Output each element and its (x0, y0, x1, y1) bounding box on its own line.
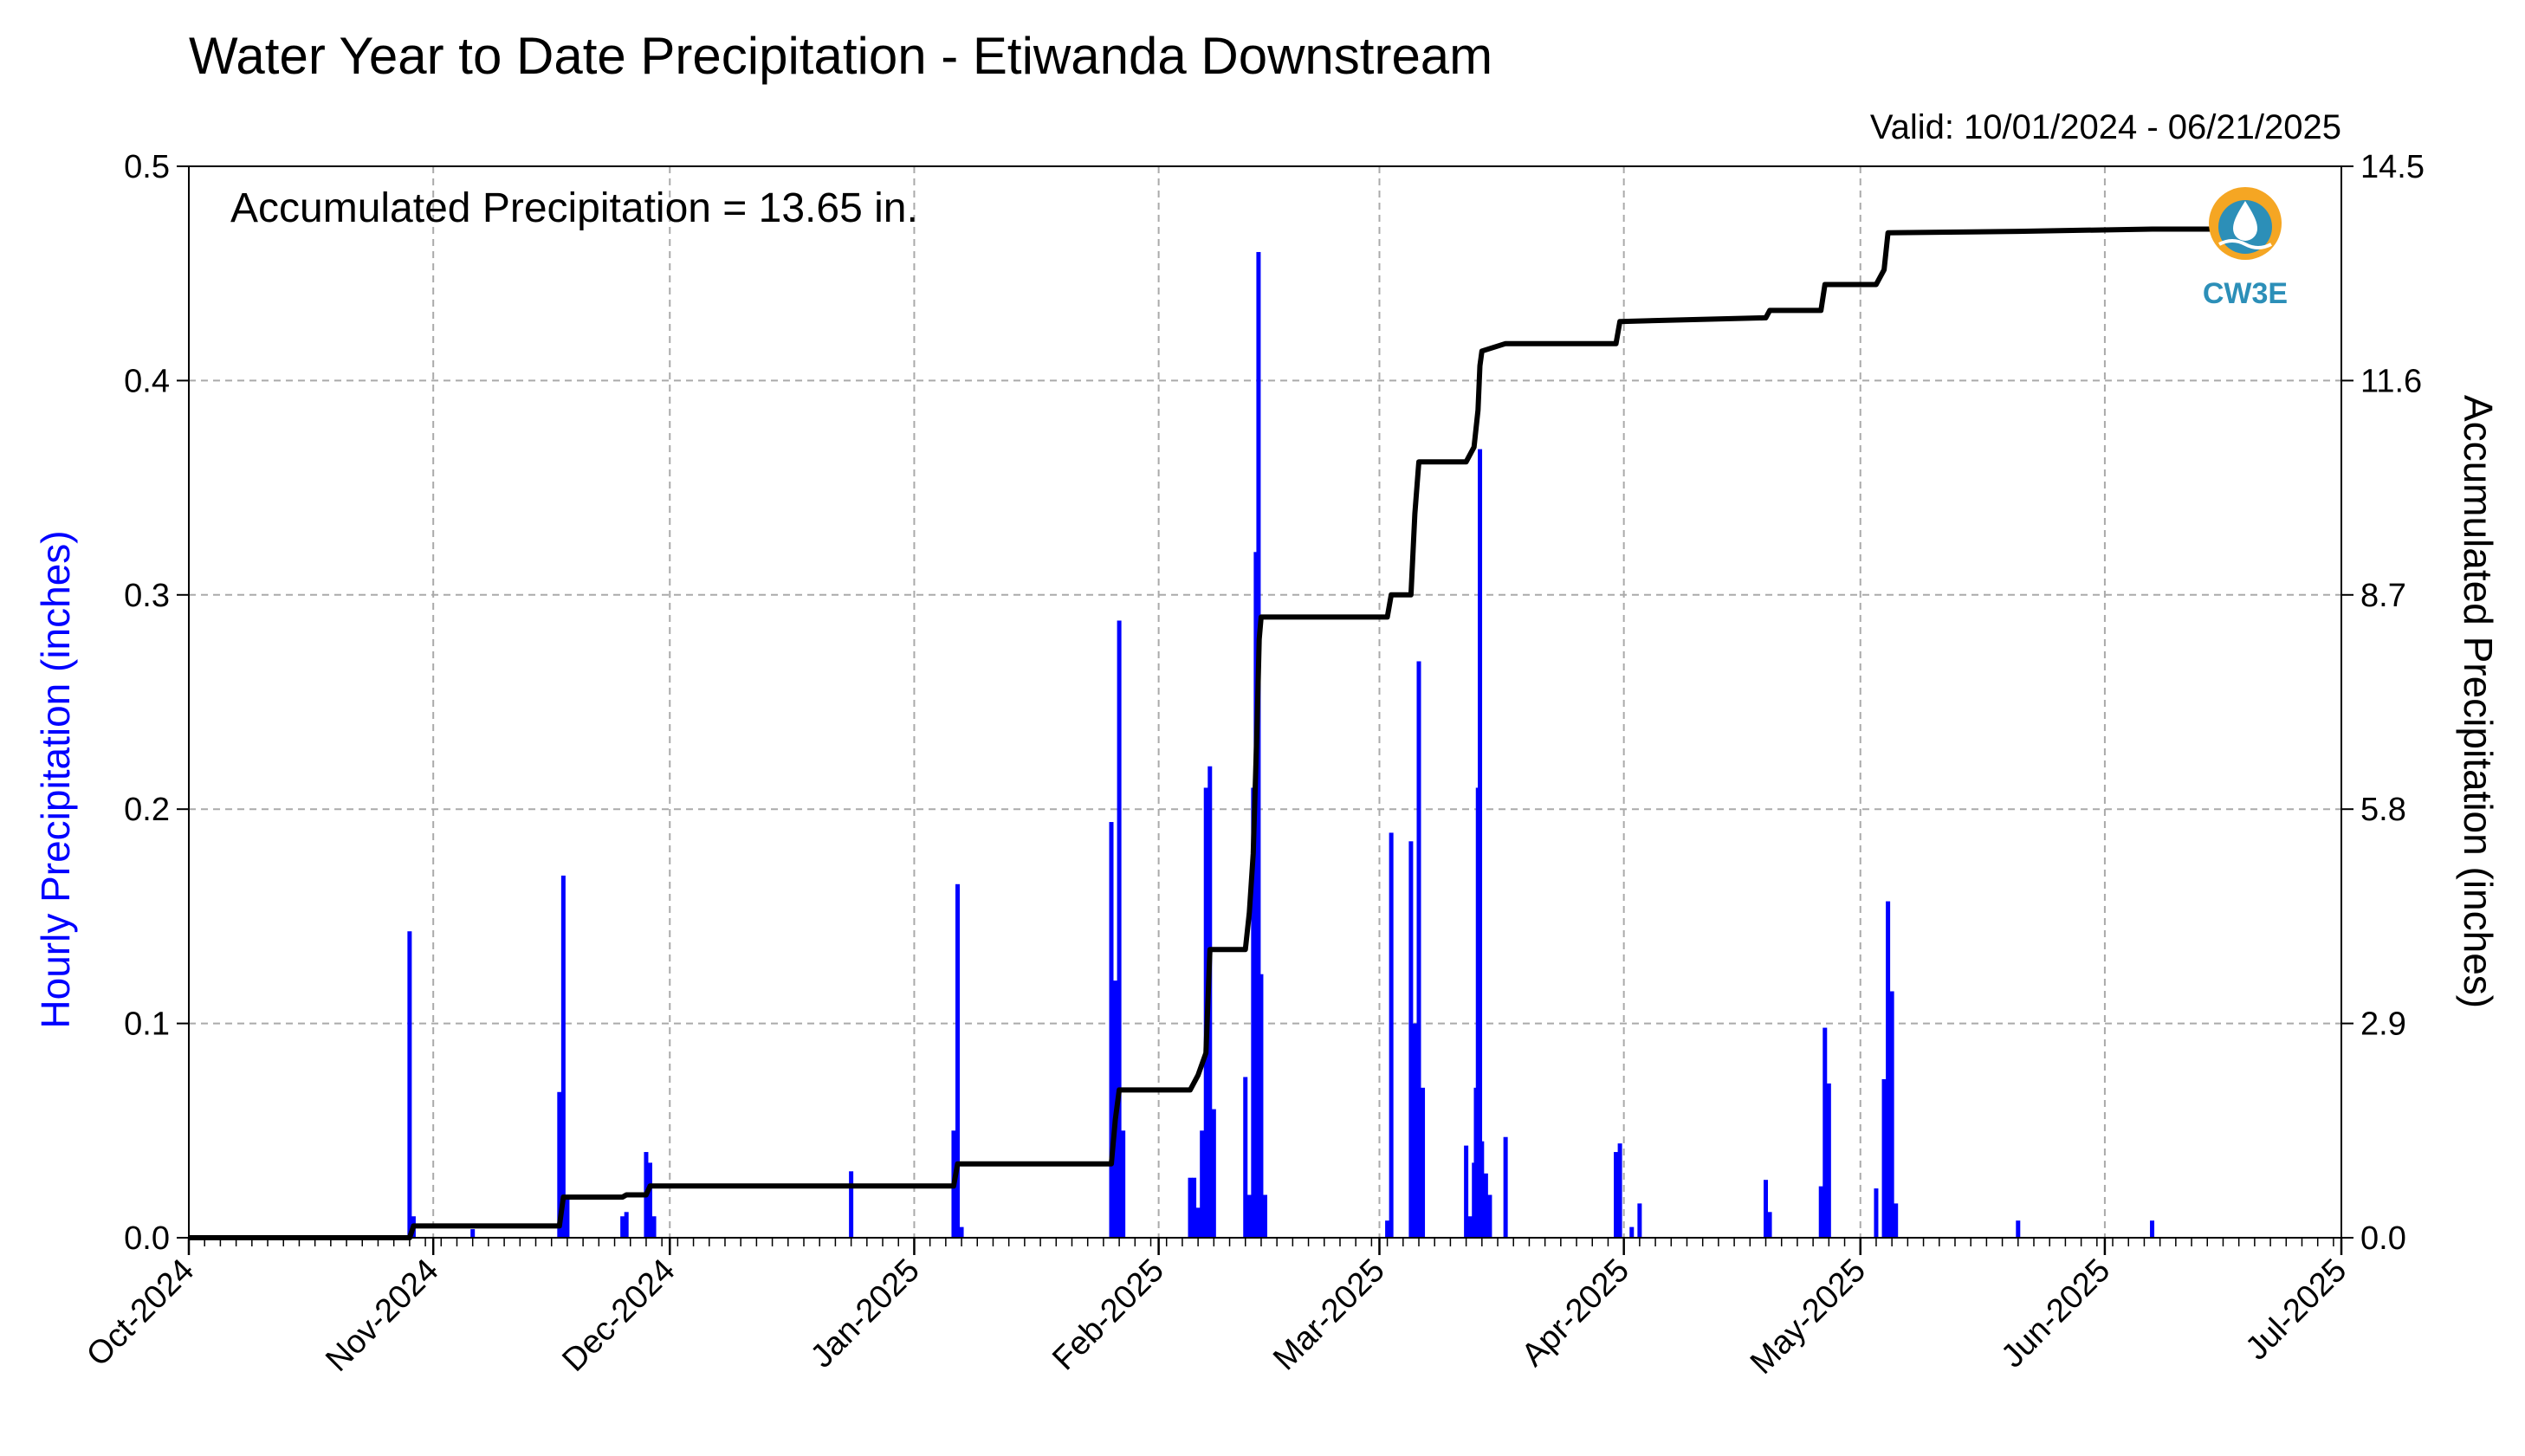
hourly-bar (1211, 1109, 1216, 1238)
hourly-bar (955, 883, 960, 1238)
hourly-bar (1823, 1027, 1828, 1238)
hourly-bar (1192, 1177, 1197, 1238)
hourly-bar (1483, 1173, 1488, 1238)
x-tick-label: May-2025 (1744, 1252, 1873, 1382)
hourly-bar (2016, 1220, 2021, 1238)
accumulated-line (189, 226, 2263, 1240)
hourly-bar (1479, 1141, 1485, 1238)
logo-drop-icon (2233, 201, 2257, 241)
minor-ticks (188, 1238, 2334, 1246)
hourly-bar (560, 875, 566, 1238)
hourly-bar (1614, 1152, 1619, 1238)
hourly-bar (648, 1162, 652, 1238)
hourly-bar (959, 1226, 964, 1238)
hourly-bar (2150, 1220, 2155, 1238)
left-tick-label: 0.2 (124, 792, 170, 828)
hourly-bar (1259, 974, 1264, 1238)
valid-range: Valid: 10/01/2024 - 06/21/2025 (1870, 108, 2341, 146)
hourly-bar (1188, 1177, 1193, 1238)
left-tick-label: 0.0 (124, 1220, 170, 1257)
right-tick-label: 8.7 (2360, 578, 2406, 614)
cw3e-logo: CW3E (2203, 187, 2288, 310)
hourly-bar (620, 1216, 625, 1238)
hourly-bar (1464, 1145, 1469, 1238)
hourly-bar (1894, 1203, 1899, 1238)
hourly-bar (1503, 1136, 1508, 1238)
right-tick-label: 11.6 (2360, 363, 2422, 399)
hourly-bar (1243, 1077, 1248, 1238)
hourly-bar (1826, 1083, 1831, 1238)
hourly-bar (1467, 1216, 1473, 1238)
hourly-bar (1478, 449, 1483, 1238)
plot-frame (188, 165, 2342, 1239)
hourly-bar (1818, 1186, 1823, 1238)
left-tick-label: 0.4 (124, 363, 170, 399)
chart-title: Water Year to Date Precipitation - Etiwa… (189, 27, 1492, 85)
hourly-bar (1385, 1220, 1390, 1238)
hourly-bar (1767, 1212, 1772, 1238)
hourly-bar (1251, 787, 1256, 1238)
accumulated-annotation: Accumulated Precipitation = 13.65 in. (230, 185, 918, 231)
logo-wave-icon (2218, 239, 2272, 249)
right-axis-ticks: 0.0 2.9 5.8 8.7 11.6 14.5 (2341, 149, 2425, 1257)
right-tick-label: 5.8 (2360, 792, 2406, 828)
hourly-bar (1881, 1078, 1887, 1238)
hourly-bar (1109, 822, 1114, 1238)
hourly-bar (1408, 841, 1414, 1238)
x-tick-label: Jan-2025 (804, 1252, 927, 1375)
x-tick-label: Mar-2025 (1266, 1252, 1392, 1378)
hourly-bar (1412, 1023, 1417, 1238)
right-axis-title: Accumulated Precipitation (inches) (2456, 395, 2501, 1008)
x-tick-label: Feb-2025 (1046, 1252, 1171, 1378)
x-tick-label: Jul-2025 (2239, 1252, 2354, 1368)
x-tick-label: Jun-2025 (1995, 1252, 2118, 1375)
x-tick-label: Nov-2024 (319, 1252, 445, 1379)
right-tick-label: 14.5 (2360, 149, 2425, 185)
hourly-bar (565, 1194, 570, 1238)
hourly-bar (1637, 1203, 1642, 1238)
hourly-bar (1416, 661, 1421, 1238)
hourly-bar (470, 1229, 476, 1238)
hourly-bar (1421, 1087, 1426, 1238)
right-tick-label: 0.0 (2360, 1220, 2406, 1257)
hourly-bar (1246, 1194, 1252, 1238)
left-tick-label: 0.3 (124, 578, 170, 614)
x-tick-label: Oct-2024 (80, 1252, 201, 1374)
hourly-bar (1117, 620, 1122, 1238)
hourly-bar (1121, 1130, 1126, 1238)
hourly-bar (1889, 991, 1894, 1238)
hourly-bar (1389, 832, 1394, 1238)
left-axis-title: Hourly Precipitation (inches) (33, 530, 78, 1028)
hourly-bar (1617, 1143, 1622, 1238)
grid-lines (189, 166, 2341, 1238)
hourly-bar (1263, 1194, 1267, 1238)
hourly-bar (1764, 1180, 1769, 1238)
logo-text: CW3E (2203, 277, 2288, 310)
left-axis-ticks: 0.0 0.1 0.2 0.3 0.4 0.5 (124, 149, 189, 1257)
right-tick-label: 2.9 (2360, 1006, 2406, 1043)
hourly-bar (1253, 552, 1259, 1238)
x-axis-ticks: Oct-2024 Nov-2024 Dec-2024 Jan-2025 Feb-2025… (80, 1238, 2353, 1382)
x-tick-label: Apr-2025 (1515, 1252, 1636, 1374)
hourly-bar (624, 1212, 629, 1238)
x-tick-label: Dec-2024 (555, 1252, 682, 1379)
hourly-bar (1886, 901, 1891, 1238)
hourly-bar (557, 1091, 562, 1238)
left-tick-label: 0.5 (124, 149, 170, 185)
hourly-bar (407, 931, 412, 1238)
hourly-bar (1487, 1194, 1492, 1238)
left-tick-label: 0.1 (124, 1006, 170, 1043)
hourly-bar (1200, 1130, 1205, 1238)
hourly-bar (1874, 1188, 1879, 1238)
hourly-bar (849, 1171, 854, 1238)
hourly-bar (651, 1216, 657, 1238)
hourly-bar (1195, 1207, 1201, 1238)
hourly-bar (1629, 1226, 1635, 1238)
